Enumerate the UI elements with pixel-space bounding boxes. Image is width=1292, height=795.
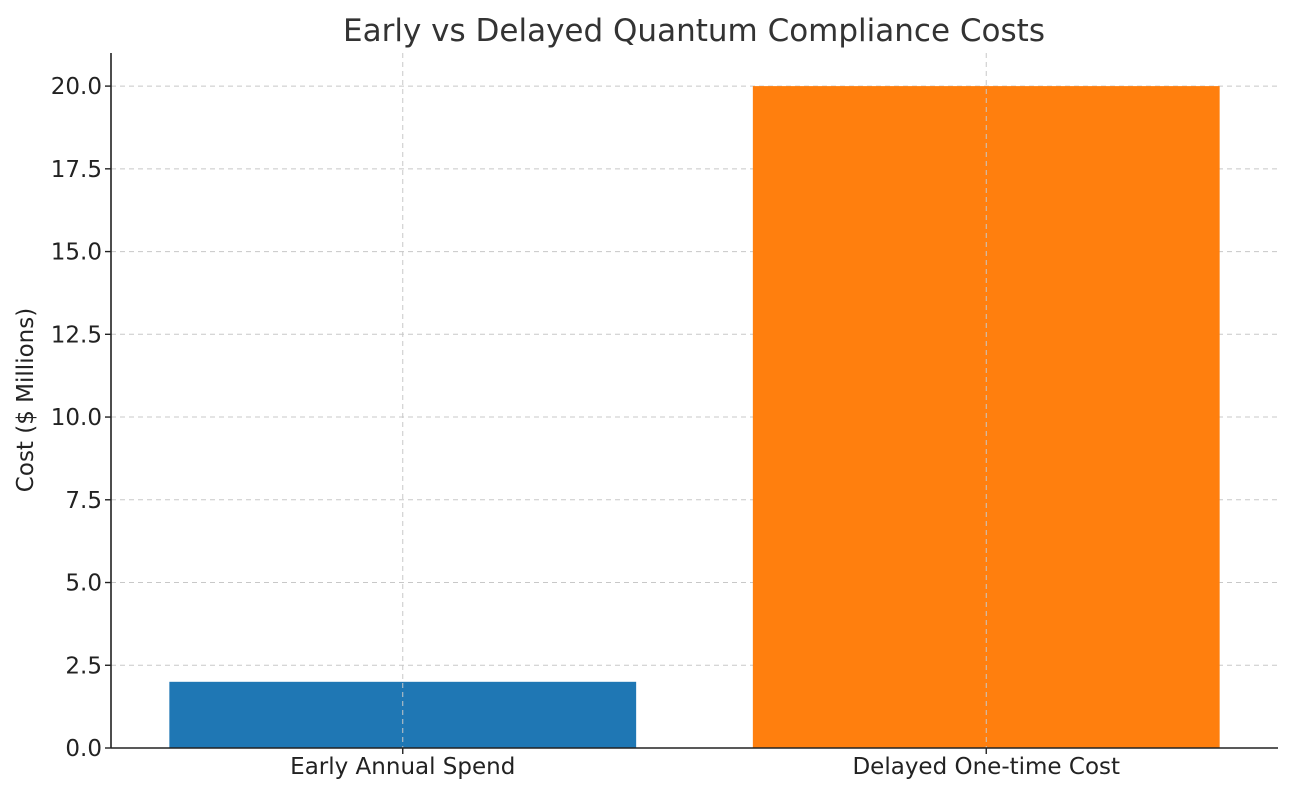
chart-title: Early vs Delayed Quantum Compliance Cost… bbox=[343, 13, 1045, 49]
y-tick-label: 5.0 bbox=[65, 571, 102, 597]
y-tick-label: 2.5 bbox=[65, 653, 102, 679]
y-tick-label: 10.0 bbox=[51, 405, 102, 431]
x-tick-label: Early Annual Spend bbox=[290, 754, 515, 780]
x-tick-label: Delayed One-time Cost bbox=[852, 754, 1120, 780]
y-tick-label: 7.5 bbox=[65, 488, 102, 514]
y-axis-label: Cost ($ Millions) bbox=[13, 308, 39, 492]
y-tick-label: 12.5 bbox=[51, 322, 102, 348]
y-tick-label: 15.0 bbox=[51, 240, 102, 266]
y-tick-label: 17.5 bbox=[51, 157, 102, 183]
axes: 0.0 2.5 5.0 7.5 10.0 12.5 15.0 17.5 20.0 Early An… bbox=[51, 53, 1278, 780]
y-tick-label: 20.0 bbox=[51, 74, 102, 100]
bars bbox=[169, 86, 1220, 749]
y-tick-label: 0.0 bbox=[65, 736, 102, 762]
